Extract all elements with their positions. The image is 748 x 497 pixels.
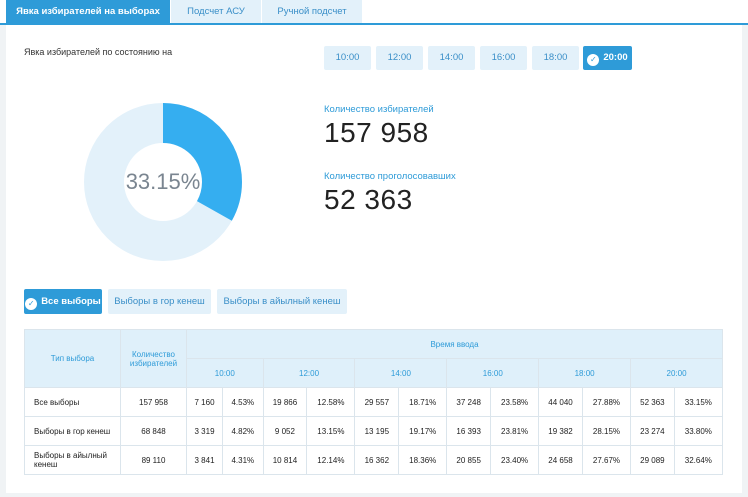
cell-count: 9 052 (262, 416, 308, 446)
cell-count: 24 658 (538, 445, 583, 475)
donut-svg (84, 103, 242, 261)
cell-percent: 13.15% (306, 416, 356, 446)
voters-label: Количество избирателей (324, 104, 434, 115)
header-time-14: 14:00 (354, 358, 448, 388)
cell-percent: 18.71% (398, 387, 448, 417)
turnout-panel: Явка избирателей по состоянию на 10:00 1… (6, 25, 742, 493)
cell-percent: 23.81% (489, 416, 540, 446)
cell-count: 19 382 (538, 416, 583, 446)
cell-percent: 27.88% (581, 387, 632, 417)
cell-percent: 18.36% (398, 445, 448, 475)
cell-count: 13 195 (354, 416, 400, 446)
cell-voters: 89 110 (120, 445, 187, 475)
cell-count: 23 274 (630, 416, 675, 446)
voters-value: 157 958 (324, 117, 429, 148)
cell-percent: 23.40% (489, 445, 540, 475)
header-time-10: 10:00 (186, 358, 264, 388)
cell-count: 3 841 (185, 445, 224, 475)
cell-percent: 4.53% (222, 387, 264, 417)
filter-village-council[interactable]: Выборы в айылный кенеш (217, 289, 347, 314)
tab-turnout[interactable]: Явка избирателей на выборах (6, 0, 170, 23)
filter-city-council[interactable]: Выборы в гор кенеш (108, 289, 211, 314)
cell-percent: 4.31% (222, 445, 264, 475)
table-body: Все выборы 157 958 7 160 4.53% 19 866 12.58% 2… (24, 387, 724, 475)
cell-percent: 33.80% (673, 416, 724, 446)
voted-value: 52 363 (324, 184, 413, 215)
cell-percent: 12.58% (306, 387, 356, 417)
turnout-donut: 33.15% (83, 102, 243, 262)
time-button-18[interactable]: 18:00 (532, 46, 579, 70)
cell-type: Выборы в айылный кенеш (24, 445, 121, 475)
tab-bar: Явка избирателей на выборах Подсчет АСУ … (0, 0, 748, 25)
cell-count: 3 319 (185, 416, 224, 446)
time-button-10[interactable]: 10:00 (324, 46, 371, 70)
cell-count: 10 814 (262, 445, 308, 475)
header-time-18: 18:00 (538, 358, 632, 388)
cell-percent: 32.64% (673, 445, 724, 475)
cell-count: 37 248 (446, 387, 491, 417)
donut-fill (84, 103, 242, 261)
cell-voters: 68 848 (120, 416, 187, 446)
cell-percent: 12.14% (306, 445, 356, 475)
cell-count: 29 089 (630, 445, 675, 475)
header-time: Время ввода (186, 329, 723, 359)
cell-count: 52 363 (630, 387, 675, 417)
cell-type: Выборы в гор кенеш (24, 416, 121, 446)
check-icon: ✓ (587, 54, 600, 66)
voted-label: Количество проголосовавших (324, 171, 456, 182)
table-row: Все выборы 157 958 7 160 4.53% 19 866 12.58% 2… (24, 387, 724, 417)
cell-count: 16 393 (446, 416, 491, 446)
time-button-12[interactable]: 12:00 (376, 46, 423, 70)
time-button-14[interactable]: 14:00 (428, 46, 475, 70)
time-button-20[interactable]: ✓ 20:00 (583, 46, 632, 70)
header-time-12: 12:00 (262, 358, 356, 388)
cell-percent: 19.17% (398, 416, 448, 446)
turnout-table: Тип выбора Количество избирателей Время … (24, 329, 724, 475)
header-voters: Количество избирателей (120, 329, 187, 388)
cell-count: 20 855 (446, 445, 491, 475)
cell-voters: 157 958 (120, 387, 187, 417)
cell-count: 16 362 (354, 445, 400, 475)
cell-percent: 27.67% (581, 445, 632, 475)
cell-type: Все выборы (24, 387, 121, 417)
header-type: Тип выбора (24, 329, 121, 388)
cell-count: 29 557 (354, 387, 400, 417)
cell-count: 19 866 (262, 387, 308, 417)
tab-asu-count[interactable]: Подсчет АСУ (171, 0, 261, 23)
tab-manual-count[interactable]: Ручной подсчет (262, 0, 362, 23)
cell-percent: 23.58% (489, 387, 540, 417)
filter-all-elections[interactable]: ✓ Все выборы (24, 289, 102, 314)
time-button-16[interactable]: 16:00 (480, 46, 527, 70)
time-button-20-label: 20:00 (603, 52, 628, 63)
cell-percent: 4.82% (222, 416, 264, 446)
header-time-20: 20:00 (630, 358, 723, 388)
header-time-16: 16:00 (446, 358, 540, 388)
cell-percent: 33.15% (673, 387, 724, 417)
donut-percent: 33.15% (125, 169, 201, 194)
cell-percent: 28.15% (581, 416, 632, 446)
table-row: Выборы в гор кенеш 68 848 3 319 4.82% 9 052 1… (24, 416, 724, 446)
table-row: Выборы в айылный кенеш 89 110 3 841 4.31% 10… (24, 445, 724, 475)
cell-count: 7 160 (185, 387, 224, 417)
state-label: Явка избирателей по состоянию на (24, 47, 173, 57)
cell-count: 44 040 (538, 387, 583, 417)
check-icon: ✓ (25, 298, 38, 310)
filter-all-label: Все выборы (41, 296, 101, 307)
